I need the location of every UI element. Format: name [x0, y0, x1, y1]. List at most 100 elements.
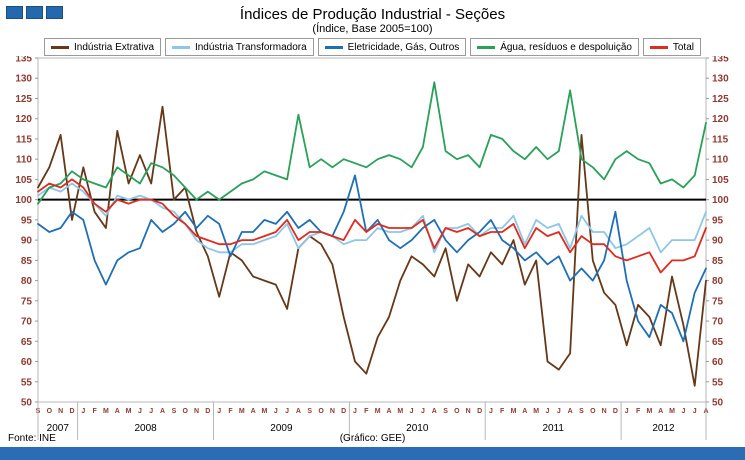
svg-text:2010: 2010 [406, 423, 429, 434]
svg-text:A: A [251, 408, 256, 415]
legend-item: Eletricidade, Gás, Outros [317, 38, 467, 56]
svg-text:N: N [330, 408, 335, 415]
svg-text:65: 65 [21, 337, 33, 348]
svg-text:115: 115 [16, 134, 33, 145]
legend-label: Eletricidade, Gás, Outros [347, 41, 460, 53]
svg-text:O: O [454, 408, 460, 415]
svg-text:A: A [115, 408, 120, 415]
svg-text:85: 85 [712, 256, 724, 267]
svg-text:130: 130 [15, 74, 32, 85]
svg-text:J: J [138, 408, 142, 415]
svg-text:A: A [432, 408, 437, 415]
svg-text:S: S [172, 408, 177, 415]
svg-text:100: 100 [712, 195, 729, 206]
svg-text:55: 55 [712, 377, 724, 388]
legend-swatch [649, 45, 668, 49]
svg-text:O: O [590, 408, 596, 415]
svg-text:A: A [568, 408, 573, 415]
svg-text:A: A [386, 408, 391, 415]
svg-text:O: O [182, 408, 188, 415]
svg-text:60: 60 [712, 357, 724, 368]
logo-square [6, 6, 23, 19]
svg-text:2012: 2012 [652, 423, 675, 434]
svg-text:110: 110 [712, 155, 729, 166]
svg-text:A: A [160, 408, 165, 415]
svg-text:J: J [274, 408, 278, 415]
svg-text:O: O [318, 408, 324, 415]
svg-text:J: J [681, 408, 685, 415]
line-chart: 50 50 55 55 60 60 65 65 70 70 75 75 80 80 85 85 90 90 95 95… [15, 56, 729, 440]
svg-text:50: 50 [712, 398, 724, 409]
svg-text:80: 80 [712, 276, 724, 287]
svg-text:M: M [261, 408, 267, 415]
svg-text:85: 85 [21, 256, 33, 267]
svg-text:70: 70 [712, 317, 724, 328]
svg-text:135: 135 [15, 56, 32, 65]
svg-text:125: 125 [15, 94, 32, 105]
svg-text:J: J [353, 408, 357, 415]
legend-swatch [171, 45, 190, 49]
series-line [37, 182, 707, 254]
svg-text:2011: 2011 [542, 423, 564, 434]
svg-text:F: F [92, 408, 97, 415]
svg-text:2009: 2009 [270, 423, 293, 434]
svg-text:J: J [489, 408, 493, 415]
svg-text:J: J [285, 408, 289, 415]
legend-item: Água, resíduos e despoluição [470, 38, 639, 56]
svg-text:120: 120 [15, 114, 32, 125]
svg-text:J: J [557, 408, 561, 415]
svg-text:S: S [579, 408, 584, 415]
svg-text:55: 55 [21, 377, 33, 388]
svg-text:90: 90 [712, 236, 724, 247]
legend-item: Indústria Transformadora [164, 38, 314, 56]
svg-text:A: A [658, 408, 663, 415]
legend-label: Indústria Extrativa [74, 41, 155, 53]
svg-text:M: M [126, 408, 132, 415]
svg-text:90: 90 [21, 236, 33, 247]
svg-text:S: S [307, 408, 312, 415]
logo-square [26, 6, 43, 19]
svg-text:M: M [646, 408, 652, 415]
svg-text:120: 120 [712, 114, 729, 125]
svg-text:M: M [103, 408, 109, 415]
svg-text:J: J [410, 408, 414, 415]
series-line [37, 178, 707, 274]
svg-text:N: N [466, 408, 471, 415]
legend-swatch [477, 45, 496, 49]
bottom-bar [0, 447, 745, 460]
svg-text:S: S [443, 408, 448, 415]
legend-swatch [51, 45, 69, 49]
legend-swatch [324, 45, 343, 49]
svg-text:2007: 2007 [47, 423, 70, 434]
legend-item: Total [642, 38, 701, 56]
svg-text:D: D [613, 408, 618, 415]
svg-text:N: N [58, 408, 63, 415]
legend-label: Total [672, 41, 694, 53]
svg-text:100: 100 [15, 195, 32, 206]
svg-text:N: N [602, 408, 607, 415]
source-text: Fonte: INE [8, 433, 56, 444]
series-line [37, 105, 707, 387]
svg-text:130: 130 [712, 74, 729, 85]
svg-text:M: M [375, 408, 381, 415]
chart-header: Índices de Produção Industrial - Seções … [0, 0, 745, 36]
svg-text:J: J [217, 408, 221, 415]
series-line [37, 81, 707, 205]
svg-text:F: F [364, 408, 369, 415]
svg-text:135: 135 [712, 56, 729, 65]
svg-text:F: F [500, 408, 505, 415]
svg-text:A: A [296, 408, 301, 415]
svg-text:M: M [397, 408, 403, 415]
svg-text:115: 115 [712, 134, 729, 145]
svg-text:70: 70 [21, 317, 33, 328]
svg-text:D: D [477, 408, 482, 415]
chart-title: Índices de Produção Industrial - Seções [239, 6, 506, 23]
logo-squares [6, 6, 63, 19]
svg-text:M: M [669, 408, 675, 415]
svg-text:60: 60 [21, 357, 33, 368]
svg-text:75: 75 [21, 296, 33, 307]
svg-text:M: M [239, 408, 245, 415]
chart-footer: Fonte: INE (Gráfico: GEE) [0, 433, 745, 446]
svg-text:F: F [636, 408, 641, 415]
svg-text:65: 65 [712, 337, 724, 348]
